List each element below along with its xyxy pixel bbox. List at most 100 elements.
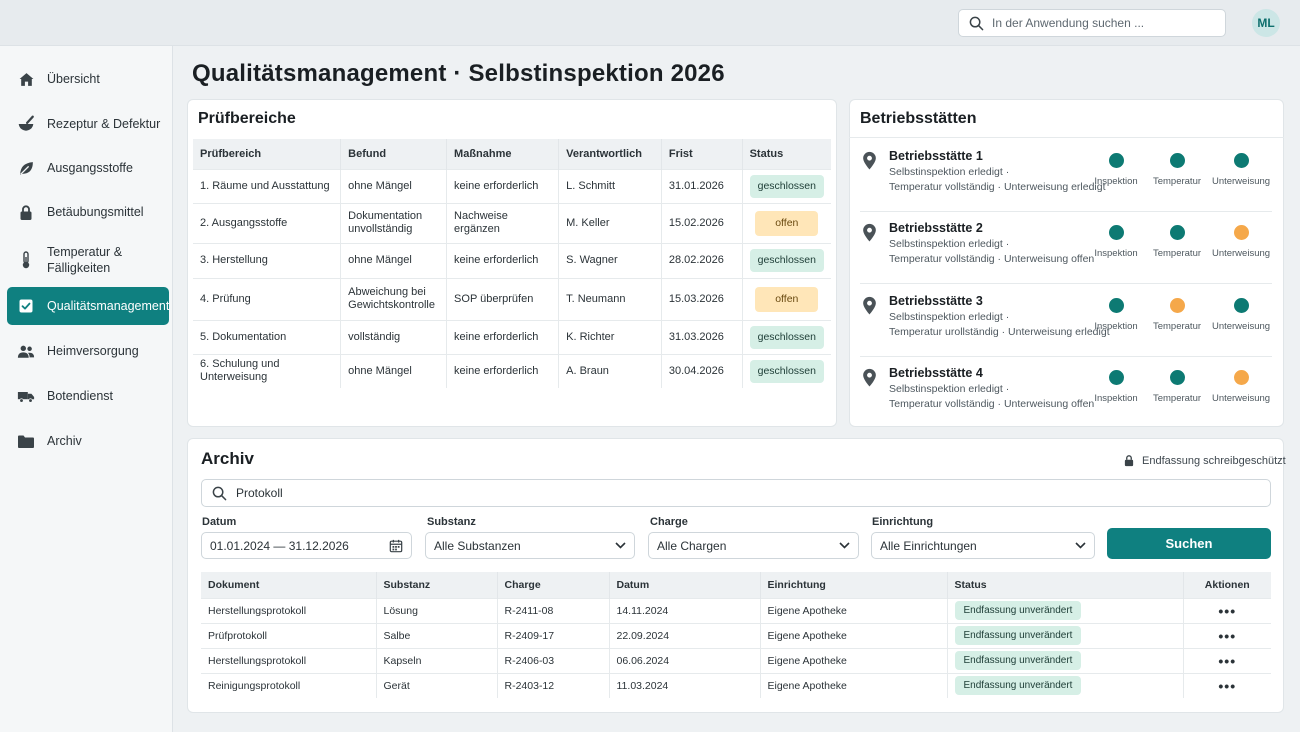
cell-status: Endfassung unverändert: [947, 622, 1184, 648]
charge-select[interactable]: Alle Chargen: [648, 532, 859, 559]
cell-massnahme: Nachweise ergänzen: [446, 202, 560, 243]
column-header[interactable]: Einrichtung: [760, 572, 948, 598]
cell-datum: 22.09.2024: [609, 622, 761, 648]
cell-einrichtung: Eigene Apotheke: [760, 622, 948, 648]
status-badge: offen: [755, 210, 819, 236]
site-item[interactable]: Betriebsstätte 2 Selbstinspektion erledig…: [860, 221, 1272, 293]
column-header[interactable]: Substanz: [376, 572, 498, 598]
column-header[interactable]: Datum: [609, 572, 761, 598]
einrichtung-select[interactable]: Alle Einrichtungen: [871, 532, 1095, 559]
column-header[interactable]: Frist: [661, 139, 743, 169]
archive-search-input[interactable]: Protokoll: [201, 479, 1271, 507]
column-header[interactable]: Status: [947, 572, 1184, 598]
cell-befund: vollständig: [340, 319, 448, 354]
pruefbereich-row[interactable]: 1. Räume und Ausstattung ohne Mängel keine…: [193, 168, 831, 203]
cell-frist: 15.02.2026: [661, 202, 743, 243]
column-header[interactable]: Dokument: [201, 572, 377, 598]
status-indicator: Temperatur: [1145, 153, 1209, 187]
cell-einrichtung: Eigene Apotheke: [760, 647, 948, 673]
status-indicator: Inspektion: [1084, 370, 1148, 404]
column-header[interactable]: Befund: [340, 139, 448, 169]
substanz-select[interactable]: Alle Substanzen: [425, 532, 635, 559]
cell-actions: •••: [1183, 647, 1271, 673]
status-indicator: Unterweisung: [1209, 370, 1273, 404]
cell-status: geschlossen: [742, 168, 831, 203]
pruefbereich-row[interactable]: 5. Dokumentation vollständig keine erforde…: [193, 319, 831, 354]
indicator-label: Unterweisung: [1211, 248, 1271, 259]
pruefbereich-row[interactable]: 2. Ausgangsstoffe Dokumentation unvollstä…: [193, 202, 831, 243]
cell-status: offen: [742, 202, 831, 243]
cell-bereich: 4. Prüfung: [193, 277, 342, 320]
divider: [860, 211, 1272, 212]
chevron-down-icon: [615, 542, 626, 549]
sidebar-item-heimversorgung[interactable]: Heimversorgung: [7, 332, 169, 370]
charge-select-value: Alle Chargen: [657, 538, 727, 553]
status-badge: Endfassung unverändert: [954, 626, 1082, 645]
column-header[interactable]: Maßnahme: [446, 139, 560, 169]
more-actions-icon[interactable]: •••: [1218, 677, 1237, 694]
site-item[interactable]: Betriebsstätte 4 Selbstinspektion erledig…: [860, 366, 1272, 438]
sidebar-item-ausgangsstoffe[interactable]: Ausgangsstoffe: [7, 149, 169, 187]
cell-bereich: 5. Dokumentation: [193, 319, 342, 354]
pruefbereich-row[interactable]: 3. Herstellung ohne Mängel keine erforderl…: [193, 242, 831, 278]
search-button[interactable]: Suchen: [1107, 528, 1271, 559]
column-header[interactable]: Status: [742, 139, 831, 169]
column-header[interactable]: Verantwortlich: [558, 139, 662, 169]
avatar[interactable]: ML: [1252, 9, 1280, 37]
substanz-select-value: Alle Substanzen: [434, 538, 521, 553]
sidebar-item-qualitaetsmanagement[interactable]: Qualitätsmanagement: [7, 287, 169, 325]
sidebar-item-temperatur[interactable]: Temperatur & Fälligkeiten: [7, 240, 169, 280]
status-badge: Endfassung unverändert: [954, 676, 1082, 696]
site-item[interactable]: Betriebsstätte 1 Selbstinspektion erledig…: [860, 149, 1272, 221]
search-icon: [969, 16, 984, 30]
cell-frist: 28.02.2026: [661, 242, 743, 278]
table-row[interactable]: Prüfprotokoll Salbe R-2409-17 22.09.2024 Eig…: [201, 622, 1271, 648]
pruefbereich-row[interactable]: 4. Prüfung Abweichung bei Gewichtskontrol…: [193, 277, 831, 320]
status-badge: geschlossen: [749, 174, 824, 198]
column-header[interactable]: Aktionen: [1183, 572, 1271, 598]
app-search-input[interactable]: In der Anwendung suchen ...: [958, 9, 1226, 37]
cell-substanz: Kapseln: [376, 647, 498, 673]
datum-range-field[interactable]: 01.01.2024 — 31.12.2026: [201, 532, 412, 559]
status-dot: [1169, 298, 1185, 313]
indicator-label: Inspektion: [1094, 248, 1138, 259]
sidebar-item-archiv[interactable]: Archiv: [7, 422, 169, 460]
top-bar: In der Anwendung suchen ... ML: [0, 0, 1300, 46]
cell-dokument: Herstellungsprotokoll: [201, 597, 377, 623]
sidebar-item-botendienst[interactable]: Botendienst: [7, 377, 169, 415]
more-actions-icon[interactable]: •••: [1218, 652, 1237, 669]
cell-frist: 31.03.2026: [661, 319, 743, 354]
location-pin-icon: [863, 368, 876, 387]
more-actions-icon[interactable]: •••: [1218, 627, 1237, 644]
status-indicator: Temperatur: [1145, 298, 1209, 332]
table-row[interactable]: Herstellungsprotokoll Kapseln R-2406-03 06.…: [201, 647, 1271, 673]
location-pin-icon: [863, 223, 876, 242]
sidebar-item-uebersicht[interactable]: Übersicht: [7, 60, 169, 98]
cell-actions: •••: [1183, 622, 1271, 648]
sidebar-item-rezeptur[interactable]: Rezeptur & Defektur: [7, 105, 169, 143]
site-item[interactable]: Betriebsstätte 3 Selbstinspektion erledig…: [860, 294, 1272, 366]
cell-verantwortlich: K. Richter: [558, 319, 662, 354]
site-detail: Selbstinspektion erledigt ·: [889, 311, 1010, 323]
sidebar-item-betaeubungsmittel[interactable]: Betäubungsmittel: [7, 193, 169, 231]
lock-icon: [17, 203, 35, 221]
table-row[interactable]: Herstellungsprotokoll Lösung R-2411-08 14.1…: [201, 597, 1271, 623]
site-name: Betriebsstätte 4: [889, 366, 983, 380]
archiv-title: Archiv: [201, 449, 254, 468]
more-actions-icon[interactable]: •••: [1218, 602, 1237, 619]
calendar-icon[interactable]: [389, 539, 403, 553]
indicator-label: Temperatur: [1152, 176, 1202, 187]
cell-actions: •••: [1183, 672, 1271, 698]
status-dot: [1169, 225, 1185, 240]
leaf-icon: [17, 159, 35, 177]
table-row[interactable]: Reinigungsprotokoll Gerät R-2403-12 11.03.2…: [201, 672, 1271, 698]
pruefbereich-row[interactable]: 6. Schulung und Unterweisung ohne Mängel k…: [193, 353, 831, 388]
status-badge: geschlossen: [749, 359, 824, 383]
column-header[interactable]: Prüfbereich: [193, 139, 342, 169]
sidebar-item-label: Heimversorgung: [47, 344, 139, 358]
column-header[interactable]: Charge: [497, 572, 610, 598]
indicator-label: Temperatur: [1152, 321, 1202, 332]
einrichtung-label: Einrichtung: [872, 516, 934, 528]
status-badge: Endfassung unverändert: [954, 601, 1082, 620]
pruefbereiche-table: Prüfbereich Befund Maßnahme Verantwortli…: [193, 139, 831, 388]
